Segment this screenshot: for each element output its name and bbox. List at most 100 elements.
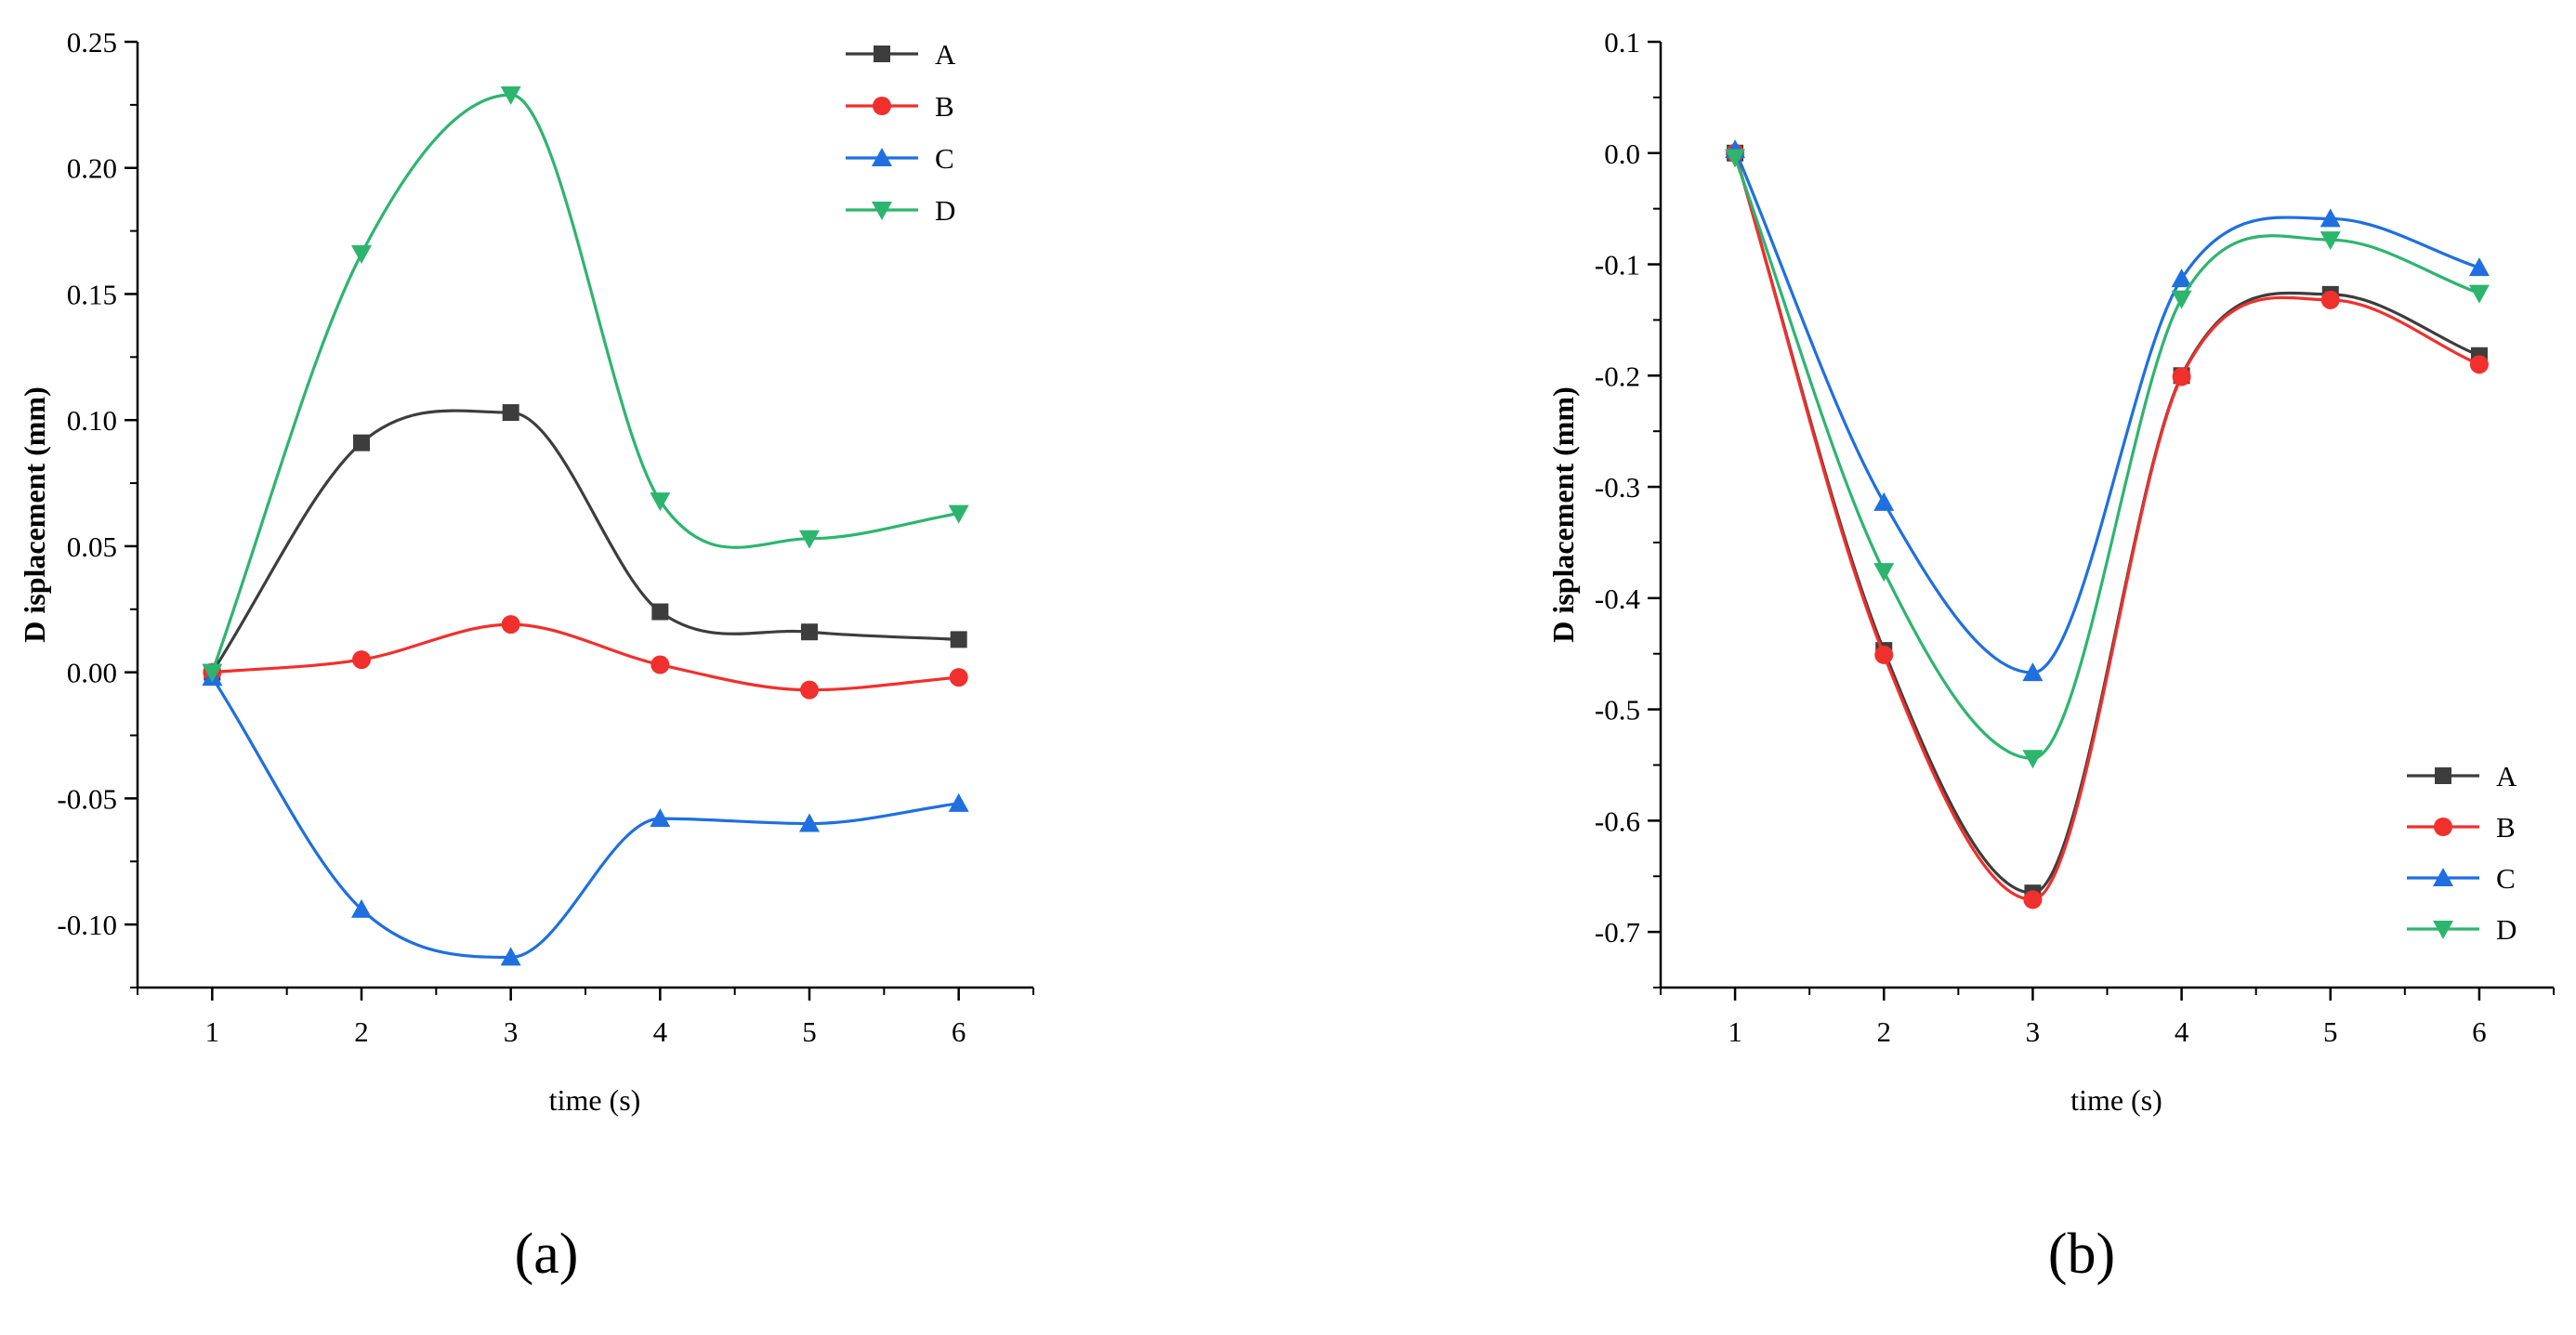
series-d-point — [2022, 750, 2044, 769]
y-axis-title: D isplacement (mm) — [18, 386, 51, 642]
series-d-point — [2171, 290, 2192, 309]
series-c-point — [2171, 268, 2192, 288]
series-c-point — [1873, 491, 1895, 511]
series-c — [1725, 139, 2490, 682]
series-d-point — [500, 86, 521, 106]
x-tick-label: 6 — [952, 1015, 966, 1048]
series-b — [203, 615, 968, 700]
legend-label: B — [2496, 811, 2516, 844]
series-d-point — [1873, 563, 1895, 582]
y-tick-label: 0.0 — [1604, 137, 1640, 170]
x-tick-label: 2 — [354, 1015, 369, 1048]
series-a-point — [950, 631, 967, 648]
y-tick-label: -0.4 — [1595, 582, 1641, 615]
series-a — [1727, 144, 2488, 902]
series-b-point — [2172, 367, 2191, 386]
series-c-point — [948, 792, 969, 812]
legend-marker — [872, 148, 892, 166]
x-axis-title: time (s) — [549, 1083, 641, 1117]
x-tick-label: 5 — [2323, 1015, 2338, 1048]
panel-label-b: (b) — [2048, 1223, 2115, 1286]
legend-item-a: A — [846, 38, 956, 71]
series-d-point — [948, 504, 969, 524]
panel-label-a: (a) — [515, 1223, 579, 1286]
y-tick-label: 0.15 — [67, 278, 117, 310]
y-tick-label: 0.05 — [67, 530, 117, 563]
series-b-point — [2023, 890, 2043, 910]
series-a-point — [801, 623, 818, 641]
y-tick-label: 0.25 — [67, 26, 117, 59]
legend-item-c: C — [2407, 862, 2516, 895]
legend-item-b: B — [846, 90, 954, 123]
series-b-point — [2320, 290, 2340, 309]
legend-marker — [2434, 818, 2452, 836]
legend-item-c: C — [846, 142, 954, 175]
series-b-point — [800, 680, 819, 700]
series-b-point — [352, 650, 371, 670]
legend-label: A — [2496, 760, 2517, 792]
legend-label: A — [935, 38, 956, 71]
chart-panel-a: -0.10 -0.05 0.00 0.05 0.10 0.15 0.20 0.25 1 2 3 4 5 6… — [18, 26, 1034, 1286]
series-a-line — [210, 409, 959, 674]
y-tick-label: 0.1 — [1604, 26, 1640, 59]
series-c-point — [351, 898, 372, 918]
legend-label: C — [935, 142, 954, 175]
y-tick-label: -0.7 — [1595, 916, 1640, 949]
legend-marker — [872, 202, 892, 220]
y-tick-label: -0.05 — [57, 782, 117, 815]
series-c-point — [2320, 208, 2341, 228]
x-tick-label: 2 — [1877, 1015, 1892, 1048]
legend-marker — [2433, 921, 2453, 939]
x-tick-label: 3 — [504, 1015, 519, 1048]
legend-label: B — [935, 90, 954, 123]
series-c-point — [2468, 257, 2490, 277]
y-tick-label: -0.5 — [1595, 694, 1640, 726]
series-d-point — [2468, 284, 2490, 304]
series-b-point — [651, 655, 670, 674]
series-d — [202, 86, 969, 683]
y-tick-label: -0.6 — [1595, 805, 1640, 837]
series-d-point — [799, 530, 820, 549]
series-b-line — [212, 622, 959, 692]
series-a-point — [353, 434, 370, 452]
y-tick-label: -0.2 — [1595, 360, 1640, 392]
legend-marker — [874, 46, 890, 62]
y-tick-label: 0.20 — [67, 152, 117, 185]
legend-item-a: A — [2407, 760, 2517, 792]
x-tick-label: 1 — [205, 1015, 220, 1048]
x-tick-label: 5 — [802, 1015, 817, 1048]
series-a-point — [502, 404, 519, 422]
legend-marker — [2433, 868, 2453, 886]
legend-item-b: B — [2407, 811, 2516, 844]
series-d-point — [650, 492, 671, 512]
x-axis-title: time (s) — [2070, 1083, 2162, 1117]
legend-marker — [873, 97, 891, 115]
legend-item-d: D — [846, 194, 955, 227]
series-b — [1726, 143, 2489, 910]
series-c-point — [650, 808, 671, 828]
x-tick-label: 6 — [2472, 1015, 2487, 1048]
series-d-point — [202, 663, 223, 683]
legend-label: D — [935, 194, 955, 227]
series-c-line — [210, 676, 959, 960]
chart-panel-b: -0.7 -0.6 -0.5 -0.4 -0.3 -0.2 -0.1 0.0 0.1 1 2 3 4 5 6… — [1546, 26, 2555, 1286]
series-a-line — [1733, 152, 2480, 895]
y-tick-label: -0.1 — [1595, 249, 1640, 281]
series-d-point — [1725, 149, 1746, 168]
series-b-point — [2469, 355, 2489, 374]
x-tick-label: 4 — [653, 1015, 668, 1048]
series-c-point — [500, 947, 521, 966]
series-b-point — [1874, 645, 1894, 664]
series-c-point — [2022, 662, 2044, 682]
series-d-line — [210, 93, 959, 674]
y-axis-title: D isplacement (mm) — [1546, 386, 1580, 642]
series-c — [202, 667, 969, 966]
series-d — [1725, 149, 2490, 769]
series-a-point — [651, 603, 669, 621]
x-tick-label: 1 — [1728, 1015, 1742, 1048]
series-d-point — [351, 245, 372, 265]
series-b-point — [949, 668, 968, 687]
x-tick-label: 3 — [2026, 1015, 2041, 1048]
